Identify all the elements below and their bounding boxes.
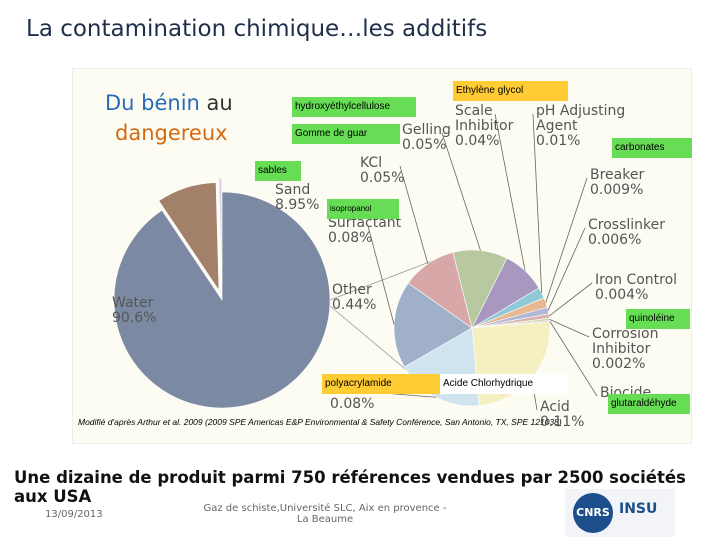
slice-value-label: 0.44% [332,297,377,313]
leader-line [441,132,481,251]
slice-label: Surfactant [328,215,402,231]
slice-value-label: 0.11% [540,414,585,430]
annotation: sables [255,161,301,181]
pie-slice [113,191,331,409]
heading-part: dangereux [115,121,228,145]
footnote: Une dizaine de produit parmi 750 référen… [14,468,686,506]
slide-title: La contamination chimique…les additifs [26,16,488,42]
slice-label: Iron Control [595,272,678,288]
footer-text: Gaz de schiste,Université SLC, Aix en pr… [203,503,447,525]
pie-slice [393,282,473,368]
leader-line [548,282,593,317]
slice-value-label: 0.006% [588,232,642,248]
slice-value-label: 0.009% [590,182,644,198]
leader-line [367,225,395,325]
logo-text: INSU [619,501,658,517]
leader-line [399,165,429,264]
logo-mark: CNRS [573,493,613,533]
slice-value-label: 0.05% [402,137,447,153]
slice-value-label: 0.05% [360,170,405,186]
slice-label: Water [112,295,154,311]
annotation: quinoléine [626,309,690,329]
slice-label: Scale Inhibitor [455,103,514,134]
slice-label: pH Adjusting Agent [536,103,626,134]
slice-value-label: 0.004% [595,287,649,303]
annotation: Acide Chlorhydrique [440,374,568,394]
annotation: carbonates [612,138,692,158]
annotation: Gomme de guar [292,124,400,144]
annotation: glutaraldéhyde [608,394,690,414]
slice-value-label: 0.01% [536,133,581,149]
pie-slice [158,182,220,292]
slice-value-label: 90.6% [112,310,157,326]
slice-label: Crosslinker [588,217,666,233]
leader-line [545,177,588,303]
logo: CNRS INSU [565,489,675,537]
annotation: hydroxyéthylcellulose [292,97,416,117]
slice-label: Other [332,282,372,298]
source-note: Modifié d'après Arthur et al. 2009 (2009… [78,417,562,427]
slice-label: Acid [540,399,570,415]
date: 13/09/2013 [45,509,103,520]
slice-value-label: 0.002% [592,356,646,372]
slice-value-label: 8.95% [275,197,320,213]
slice-label: Breaker [590,167,645,183]
slice-label: Corrosion Inhibitor [592,326,659,357]
leader-line [549,318,590,338]
slice-label: Sand [275,182,311,198]
slice-label: KCl [360,155,383,171]
leader-line [494,113,526,271]
annotation: Ethylène glycol [453,81,568,101]
slice-value-label: 0.04% [455,133,500,149]
annotation: isopropanol [327,199,399,219]
leader-line [549,320,598,397]
slice-label: Gelling [402,122,451,138]
heading: Du bénin au dangereux [105,88,233,148]
pie-slice [218,177,223,287]
heading-part: Du bénin [105,91,200,115]
heading-part: au [206,91,233,115]
leader-line [547,227,586,311]
slice-value-label: 0.08% [330,396,375,412]
slice-value-label: 0.08% [328,230,373,246]
connector-line [329,257,441,301]
leader-line [532,113,543,293]
annotation: polyacrylamide [322,374,440,394]
